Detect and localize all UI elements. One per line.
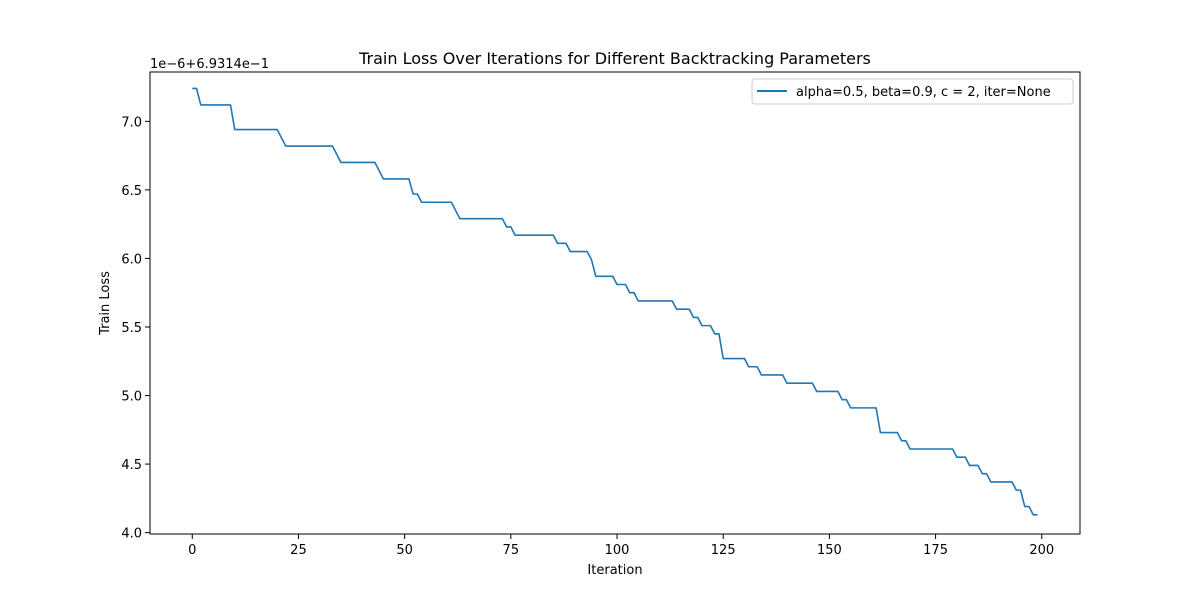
legend-entry: alpha=0.5, beta=0.9, c = 2, iter=None — [796, 85, 1051, 100]
series-line-0 — [192, 87, 1038, 516]
y-tick-label: 4.0 — [121, 527, 142, 542]
y-tick-label: 4.5 — [121, 458, 142, 473]
y-axis: 4.0 4.5 5.0 5.5 6.0 6.5 7.0 — [121, 115, 150, 542]
x-tick-label: 75 — [503, 543, 520, 558]
x-tick-label: 25 — [290, 543, 307, 558]
y-tick-label: 5.0 — [121, 390, 142, 405]
x-axis-label: Iteration — [587, 563, 642, 578]
legend: alpha=0.5, beta=0.9, c = 2, iter=None — [751, 78, 1074, 105]
y-tick-label: 6.5 — [121, 184, 142, 199]
y-axis-label: Train Loss — [98, 271, 113, 336]
y-tick-label: 5.5 — [121, 321, 142, 336]
axes-frame — [149, 71, 1081, 535]
legend-box — [751, 78, 1074, 105]
x-tick-label: 100 — [605, 543, 630, 558]
y-tick-label: 7.0 — [121, 115, 142, 130]
x-tick-label: 200 — [1029, 543, 1054, 558]
y-axis-offset-label: 1e−6+6.9314e−1 — [150, 57, 269, 72]
x-axis: 0 25 50 75 100 125 150 175 200 — [188, 534, 1054, 558]
x-tick-label: 125 — [711, 543, 736, 558]
chart-title: Train Loss Over Iterations for Different… — [358, 49, 871, 68]
x-tick-label: 150 — [817, 543, 842, 558]
x-tick-label: 0 — [188, 543, 196, 558]
x-tick-label: 50 — [396, 543, 413, 558]
y-tick-label: 6.0 — [121, 252, 142, 267]
x-tick-label: 175 — [923, 543, 948, 558]
